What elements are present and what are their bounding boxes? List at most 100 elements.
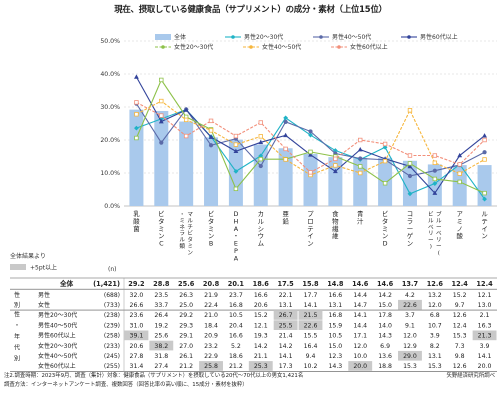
category-label-char: イ (307, 232, 313, 240)
table-cell: 27.4 (154, 363, 168, 370)
table-row-label: 女性60代以上 (38, 362, 76, 370)
table-cell: 14.3 (328, 363, 342, 370)
point (432, 153, 438, 158)
point (407, 173, 413, 179)
table-cell: 6.8 (430, 312, 440, 319)
point (258, 134, 263, 139)
point (308, 170, 313, 175)
point (482, 137, 487, 143)
table-shade (248, 361, 273, 371)
category-label-char: P (234, 247, 238, 255)
table-cell: 12.0 (403, 333, 417, 340)
table-cell: 32.0 (130, 292, 144, 299)
point (134, 74, 139, 79)
point (482, 150, 487, 155)
category-label-char: ミ (382, 225, 388, 233)
point (183, 107, 189, 112)
category-label-char: ベ (428, 224, 434, 231)
category-label-char: ロ (307, 217, 313, 225)
table-cell: 15.2 (453, 292, 467, 299)
point (208, 118, 214, 124)
point (382, 158, 388, 164)
table-cell: 29.2 (179, 312, 193, 319)
category-label-char: 繊 (332, 224, 339, 233)
category-label-char: タ (382, 216, 388, 225)
table-cell: 20.0 (353, 363, 367, 370)
table-row-n: (733) (104, 302, 120, 309)
table-row-label: 男性 (38, 291, 50, 299)
table-cell: 25.6 (154, 333, 168, 340)
table-cell: 9.7 (455, 302, 465, 309)
legend-label: 女性60代以上 (350, 43, 388, 51)
point (482, 190, 487, 196)
point (134, 112, 139, 117)
table-cell: 21.3 (478, 333, 492, 340)
table-cell: 15.5 (304, 333, 318, 340)
category-label-char: ル (179, 238, 185, 244)
category-label-char: ゲ (407, 231, 414, 240)
table-shade (149, 340, 174, 351)
point (432, 181, 438, 186)
point (159, 77, 164, 83)
table-cell: 29.1 (179, 333, 193, 340)
table-cell: 10.5 (229, 312, 243, 319)
point (233, 186, 239, 192)
point (283, 157, 288, 162)
category-label-char: ベ (436, 230, 442, 237)
point (457, 171, 462, 176)
table-row-n: (245) (104, 353, 120, 360)
table-cell: 14.0 (378, 322, 392, 329)
table-shade (124, 330, 149, 341)
table-cell: 18.4 (204, 322, 218, 329)
category-label-char: 亜 (282, 210, 289, 218)
table-cell: 14.1 (279, 353, 293, 360)
point (482, 196, 487, 202)
table-header-value: 20.8 (203, 280, 220, 288)
table-cell: 12.9 (403, 343, 417, 350)
shade-note-line2: +5pt以上 (30, 264, 57, 272)
table-header-value: 14.6 (352, 280, 369, 288)
table-cell: 15.2 (254, 312, 268, 319)
table-header-value: 25.6 (178, 280, 195, 288)
category-label-char: 酸 (133, 216, 140, 225)
legend-label: 男性20～30代 (244, 33, 283, 41)
category-label-char: カ (258, 210, 264, 218)
point (358, 137, 363, 143)
table-row-n: (255) (104, 363, 120, 370)
y-tick-label: 0.0% (104, 203, 120, 210)
table-shade (273, 320, 298, 330)
table-cell: 14.1 (304, 302, 318, 309)
point (258, 139, 264, 145)
point (308, 149, 313, 155)
table-cell: 7.3 (455, 343, 465, 350)
category-label-char: 乳 (133, 209, 140, 218)
category-label-char: ル (428, 218, 434, 224)
table-cell: 3.9 (480, 343, 490, 350)
point (457, 179, 462, 185)
point (407, 161, 413, 166)
point (432, 176, 438, 182)
table-cell: 31.8 (154, 353, 168, 360)
point (332, 168, 338, 174)
table-cell: 12.1 (478, 292, 492, 299)
category-label-char: テ (481, 217, 487, 225)
category-label-char: D (383, 240, 388, 248)
table-header-value: 18.6 (253, 280, 270, 288)
table-cell: 31.0 (130, 322, 144, 329)
category-label-char: ン (158, 232, 164, 240)
table-cell: 15.3 (428, 363, 442, 370)
table-shade (398, 299, 422, 310)
category-label-char: 食 (332, 209, 339, 218)
category-label-char: ミ (158, 225, 164, 233)
category-label-char: ラ (407, 217, 413, 225)
table-row-label: 女性40～50代 (38, 352, 77, 360)
table-cell: 5.2 (231, 343, 241, 350)
category-label-char: A (234, 225, 239, 233)
footnote-survey: 注2.調査時期：2023年9月、調査（集計）対象：健康食品（サプリメント）を摂取… (4, 373, 304, 379)
table-shade (199, 361, 223, 371)
table-shade (298, 320, 323, 330)
table-header-value: 12.4 (452, 280, 469, 288)
category-label-char: チ (187, 224, 193, 231)
point (208, 134, 214, 139)
table-header-value: 13.7 (402, 280, 419, 288)
